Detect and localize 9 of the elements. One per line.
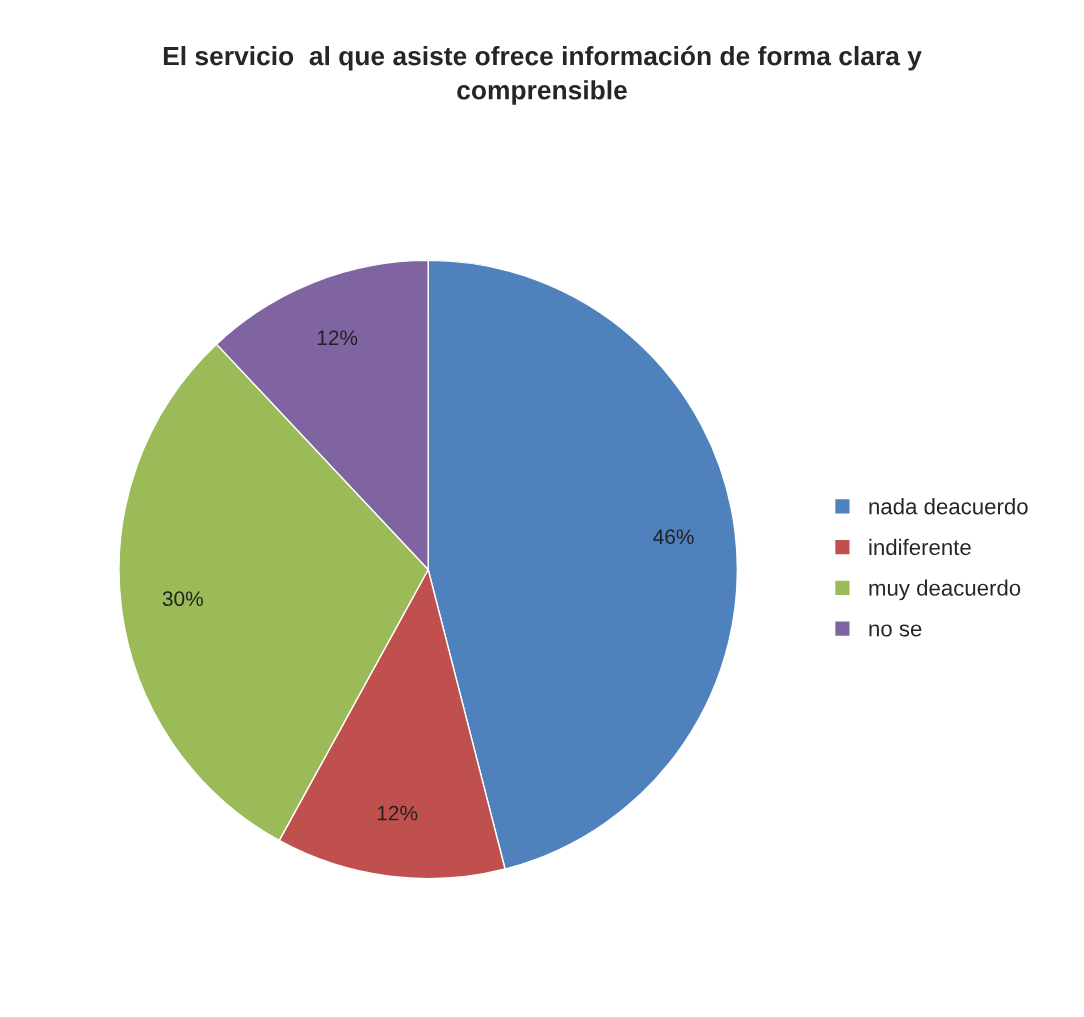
chart-title: El servicio al que asiste ofrece información de forma clara y comprensible bbox=[163, 45, 922, 105]
legend-label: nada deacuerdo bbox=[869, 498, 1028, 515]
legend-label: indiferente bbox=[869, 538, 971, 556]
legend-label: no se bbox=[869, 624, 922, 637]
legend-label: muy deacuerdo bbox=[869, 579, 1021, 601]
data-label: 46% bbox=[653, 529, 694, 545]
data-label: 12% bbox=[317, 330, 358, 346]
data-label: 12% bbox=[377, 805, 418, 821]
data-label: 30% bbox=[162, 591, 203, 607]
